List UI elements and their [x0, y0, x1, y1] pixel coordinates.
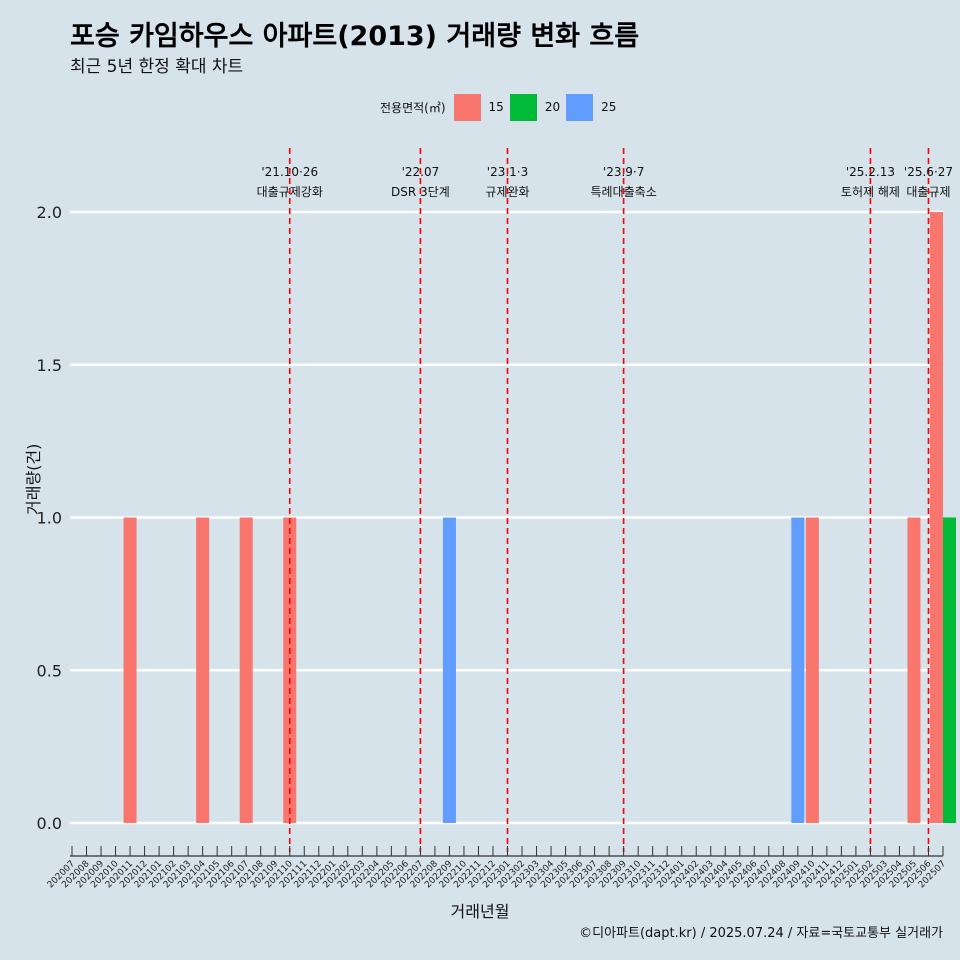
legend: 전용면적(㎡) 15 20 25 — [380, 92, 622, 122]
event-description-label: 특례대출축소 — [591, 185, 657, 199]
event-date-label: '23.1·3 — [487, 165, 528, 179]
event-date-label: '25.2.13 — [846, 165, 895, 179]
x-axis-label: 거래년월 — [450, 902, 510, 921]
event-description-label: DSR 3단계 — [391, 185, 450, 199]
legend-item-25: 25 — [566, 93, 617, 121]
event-description-label: 토허제 해제 — [841, 185, 900, 199]
bar — [442, 517, 456, 823]
legend-label-15: 15 — [488, 100, 504, 114]
chart-title: 포승 카임하우스 아파트(2013) 거래량 변화 흐름 — [70, 21, 640, 52]
y-tick-label: 0.0 — [37, 814, 62, 833]
source-caption: ©디아파트(dapt.kr) / 2025.07.24 / 자료=국토교통부 실… — [579, 926, 943, 941]
legend-label-25: 25 — [601, 100, 617, 114]
event-description-label: 대출규제강화 — [257, 185, 323, 199]
bar — [123, 517, 137, 823]
bar — [196, 517, 210, 823]
bar — [805, 517, 819, 823]
legend-swatch-15 — [453, 93, 481, 121]
legend-swatch-20 — [509, 93, 537, 121]
bar — [791, 517, 805, 823]
legend-swatch-25 — [566, 93, 594, 121]
y-tick-label: 1.0 — [37, 509, 62, 528]
event-date-label: '22.07 — [402, 165, 440, 179]
legend-title: 전용면적(㎡) — [380, 100, 446, 115]
bar — [907, 517, 921, 823]
y-tick-label: 1.5 — [37, 356, 62, 375]
event-date-label: '25.6·27 — [904, 165, 953, 179]
chart-subtitle: 최근 5년 한정 확대 차트 — [70, 57, 244, 77]
bar — [239, 517, 253, 823]
legend-label-20: 20 — [544, 100, 561, 114]
legend-item-15: 15 — [453, 93, 504, 121]
bar — [930, 212, 943, 823]
event-date-label: '23.9·7 — [603, 165, 644, 179]
y-tick-label: 0.5 — [37, 661, 62, 680]
event-description-label: 규제완화 — [485, 185, 529, 199]
y-tick-label: 2.0 — [37, 203, 62, 222]
event-description-label: 대출규제 — [906, 185, 950, 199]
event-date-label: '21.10·26 — [261, 165, 318, 179]
legend-item-20: 20 — [509, 93, 561, 121]
bar — [943, 517, 956, 823]
